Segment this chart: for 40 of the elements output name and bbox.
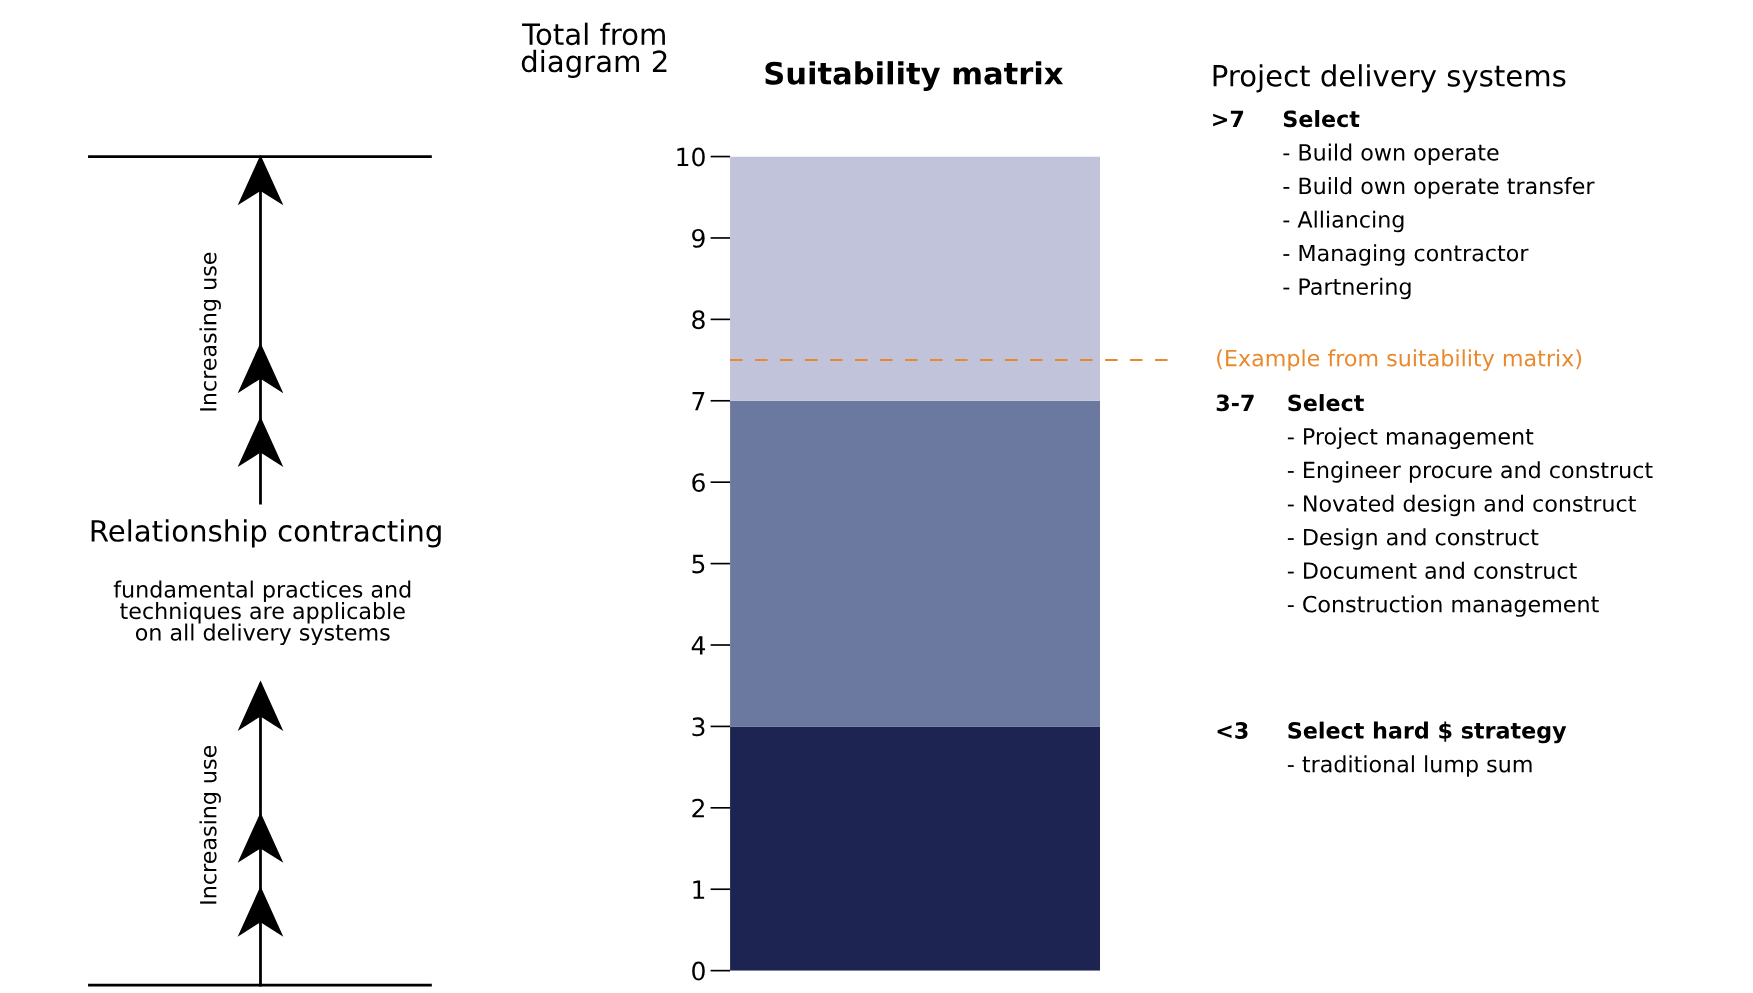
text: - Partnering: [1283, 277, 1411, 300]
y-tick-label: 7: [692, 392, 705, 411]
text: - Alliancing: [1283, 210, 1404, 233]
y-axis-title: Total from diagram 2: [521, 22, 667, 78]
text: Select: [1283, 110, 1360, 128]
y-tick-label: 6: [692, 473, 705, 493]
y-tick-label: 0: [692, 961, 705, 981]
text: - Managing contractor: [1283, 244, 1529, 266]
text: Select: [1288, 394, 1364, 412]
bar: [730, 156, 1101, 401]
text: - Project management: [1287, 427, 1534, 450]
bar: [730, 726, 1101, 971]
text: - Build own operate transfer: [1283, 177, 1595, 199]
text: fundamental practices and techniques are applicable on all delivery systems: [113, 580, 411, 646]
text: Relationship contracting: [91, 519, 441, 548]
y-tick-label: 10: [677, 147, 705, 167]
y-tick-label: 5: [692, 554, 705, 574]
text: Increasing use: [199, 745, 221, 904]
y-tick-label: 1: [693, 880, 705, 899]
text: - Build own operate: [1283, 143, 1499, 166]
text: <3: [1217, 722, 1248, 739]
text: Increasing use: [199, 252, 221, 411]
y-tick-label: 3: [692, 717, 705, 737]
ref-line-label: (Example from suitability matrix): [1217, 349, 1582, 371]
text: Project delivery systems: [1213, 64, 1566, 93]
text: - Document and construct: [1287, 561, 1577, 579]
chart-title: Suitability matrix: [765, 61, 1064, 91]
y-tick-label: 4: [691, 636, 706, 655]
text: - Design and construct: [1287, 528, 1539, 550]
y-tick-label: 9: [692, 228, 705, 248]
text: Select hard $ strategy: [1288, 721, 1567, 744]
text: 3-7: [1216, 394, 1254, 412]
text: - Construction management: [1287, 595, 1599, 617]
text: - traditional lump sum: [1287, 755, 1532, 777]
text: >7: [1213, 110, 1244, 127]
text: - Engineer procure and construct: [1287, 461, 1653, 483]
text: - Novated design and construct: [1287, 494, 1636, 517]
bar: [730, 400, 1101, 727]
y-tick-label: 2: [692, 798, 704, 818]
y-tick-label: 8: [692, 310, 705, 330]
